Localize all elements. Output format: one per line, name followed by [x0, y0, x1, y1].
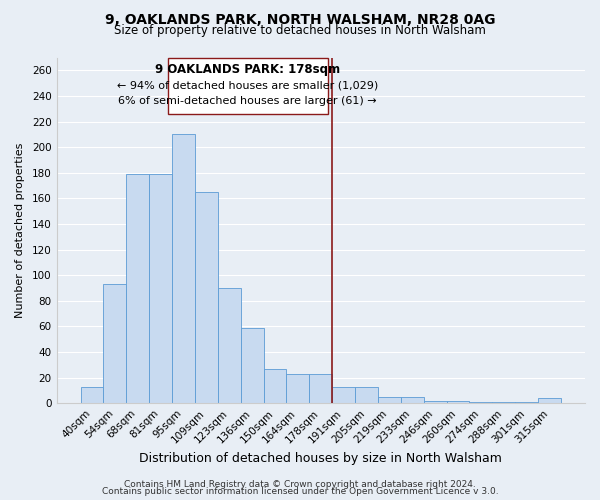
Bar [515, 402, 538, 404]
Bar [401, 397, 424, 404]
Bar [103, 284, 127, 404]
Bar [127, 174, 149, 404]
Y-axis label: Number of detached properties: Number of detached properties [15, 142, 25, 318]
X-axis label: Distribution of detached houses by size in North Walsham: Distribution of detached houses by size … [139, 452, 502, 465]
Text: 6% of semi-detached houses are larger (61) →: 6% of semi-detached houses are larger (6… [118, 96, 377, 106]
Bar [378, 397, 401, 404]
Bar [310, 374, 332, 404]
Bar [538, 398, 561, 404]
Text: Contains HM Land Registry data © Crown copyright and database right 2024.: Contains HM Land Registry data © Crown c… [124, 480, 476, 489]
Bar [355, 386, 378, 404]
Bar [446, 401, 469, 404]
Bar [80, 386, 103, 404]
FancyBboxPatch shape [167, 58, 328, 114]
Text: ← 94% of detached houses are smaller (1,029): ← 94% of detached houses are smaller (1,… [117, 80, 378, 90]
Bar [263, 369, 286, 404]
Bar [149, 174, 172, 404]
Bar [241, 328, 263, 404]
Text: 9 OAKLANDS PARK: 178sqm: 9 OAKLANDS PARK: 178sqm [155, 62, 340, 76]
Bar [332, 386, 355, 404]
Bar [493, 402, 515, 404]
Text: Contains public sector information licensed under the Open Government Licence v : Contains public sector information licen… [101, 488, 499, 496]
Bar [195, 192, 218, 404]
Bar [172, 134, 195, 404]
Text: 9, OAKLANDS PARK, NORTH WALSHAM, NR28 0AG: 9, OAKLANDS PARK, NORTH WALSHAM, NR28 0A… [105, 12, 495, 26]
Text: Size of property relative to detached houses in North Walsham: Size of property relative to detached ho… [114, 24, 486, 37]
Bar [286, 374, 310, 404]
Bar [424, 401, 446, 404]
Bar [218, 288, 241, 404]
Bar [469, 402, 493, 404]
